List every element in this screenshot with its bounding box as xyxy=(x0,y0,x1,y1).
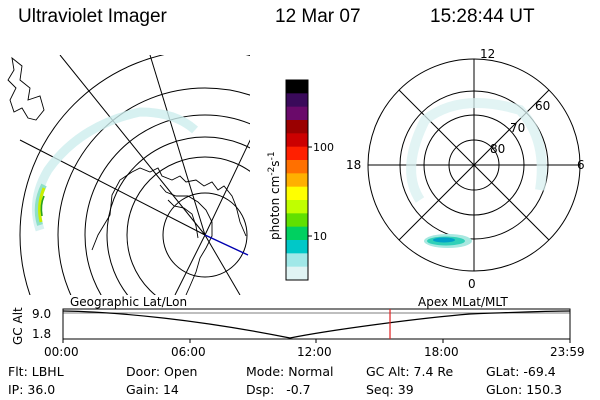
lat-circle xyxy=(57,87,250,295)
info-glat: GLat: -69.4 xyxy=(486,364,556,379)
colorbar-segment xyxy=(286,120,308,134)
colorbar-segment xyxy=(286,240,308,254)
mlt-label-12: 12 xyxy=(480,47,495,61)
timeline-right-label: Apex MLat/MLT xyxy=(418,295,508,309)
lat-label-80: 80 xyxy=(490,142,505,156)
observation-time: 15:28:44 UT xyxy=(430,6,535,27)
lat-label-60: 60 xyxy=(535,99,550,113)
info-mode: Mode: Normal xyxy=(246,364,334,379)
timeline-xtick-4: 23:59 xyxy=(550,345,585,359)
colorbar-segment xyxy=(286,80,308,94)
meridian xyxy=(59,55,206,236)
altitude-curve xyxy=(62,310,571,339)
polar-plot xyxy=(367,58,581,272)
meridian xyxy=(174,234,206,295)
colorbar-segment xyxy=(286,253,308,268)
coastline xyxy=(159,184,213,295)
colorbar-segment xyxy=(286,200,308,214)
meridian xyxy=(149,55,206,236)
info-dsp: Dsp: -0.7 xyxy=(246,382,311,397)
auroral-emission-geo xyxy=(31,107,199,232)
lat-label-70: 70 xyxy=(510,121,525,135)
coastline xyxy=(167,199,199,239)
mlt-label-6: 6 xyxy=(577,158,585,172)
colorbar-segment xyxy=(286,106,308,121)
timeline-left-label: Geographic Lat/Lon xyxy=(70,295,187,309)
info-seq: Seq: 39 xyxy=(366,382,414,397)
colorbar-tick-100: 100 xyxy=(313,141,334,154)
colorbar-tick-10: 10 xyxy=(313,230,327,243)
mlt-label-18: 18 xyxy=(346,158,361,172)
colorbar-segment xyxy=(286,266,308,281)
lat-circle xyxy=(126,156,250,295)
info-ip: IP: 36.0 xyxy=(8,382,56,397)
info-flt: Flt: LBHL xyxy=(8,364,64,379)
observation-date: 12 Mar 07 xyxy=(275,6,361,27)
coastline xyxy=(91,167,247,251)
timeline-ytick-1-8: 1.8 xyxy=(32,327,51,341)
colorbar-segment xyxy=(286,93,308,108)
timeline-xtick-1: 06:00 xyxy=(171,345,206,359)
meridian xyxy=(19,139,206,236)
info-gc-alt: GC Alt: 7.4 Re xyxy=(366,364,454,379)
lat-circle xyxy=(84,114,250,295)
meridian xyxy=(204,234,241,295)
colorbar-segment xyxy=(286,146,308,161)
mlt-label-0: 0 xyxy=(468,277,476,291)
auroral-emission-polar xyxy=(406,97,547,248)
colorbar-segment xyxy=(286,186,308,201)
colorbar-segment xyxy=(286,226,308,241)
timeline-xtick-0: 00:00 xyxy=(44,345,79,359)
colorbar-segment xyxy=(286,213,308,228)
meridian xyxy=(204,139,250,236)
lat-circle xyxy=(162,192,248,278)
colorbar-border xyxy=(285,79,309,281)
instrument-title: Ultraviolet Imager xyxy=(18,6,167,27)
info-door: Door: Open xyxy=(126,364,198,379)
info-glon: GLon: 150.3 xyxy=(486,382,562,397)
timeline-ytick-9: 9.0 xyxy=(32,307,51,321)
colorbar-segment xyxy=(286,133,308,148)
timeline-axis-label: GC Alt xyxy=(11,307,25,345)
info-gain: Gain: 14 xyxy=(126,382,179,397)
timeline-xtick-2: 12:00 xyxy=(297,345,332,359)
geographic-map xyxy=(7,55,250,295)
coastline xyxy=(7,56,45,121)
colorbar-unit-label: photon cm-2s-1 xyxy=(267,151,282,240)
colorbar-segment xyxy=(286,173,308,188)
timeline-xtick-3: 18:00 xyxy=(424,345,459,359)
sat-track xyxy=(204,234,249,256)
colorbar xyxy=(285,79,309,281)
colorbar-segment xyxy=(286,160,308,174)
lat-circle xyxy=(106,136,250,295)
lat-circle xyxy=(19,55,250,295)
